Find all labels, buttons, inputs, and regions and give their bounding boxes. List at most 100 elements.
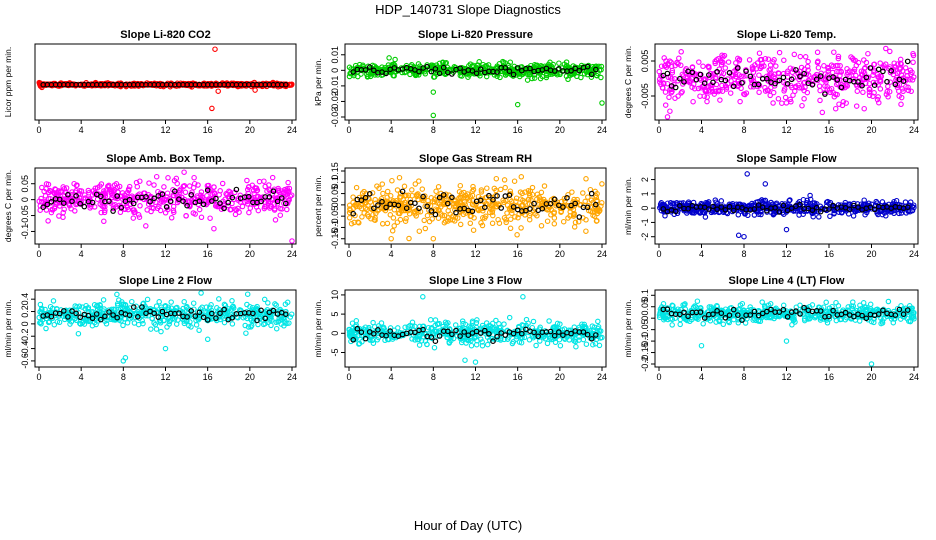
data-point — [229, 321, 236, 327]
x-tick-label: 12 — [781, 249, 791, 259]
data-point — [126, 183, 133, 190]
panel-box_temp: Slope Amb. Box Temp.degrees C per min.0 4… — [3, 153, 297, 259]
data-point — [897, 60, 904, 67]
data-point — [708, 73, 715, 79]
data-point — [191, 174, 197, 181]
data-point — [265, 300, 271, 306]
data-point — [544, 340, 551, 347]
panel-title: Slope Sample Flow — [736, 153, 837, 165]
data-point — [392, 56, 398, 63]
data-point — [416, 342, 423, 348]
x-tick-label: 4 — [79, 125, 84, 135]
y-tick-label: 0 — [330, 68, 340, 73]
data-point — [595, 318, 601, 325]
data-point — [43, 207, 50, 213]
panel-title: Slope Li-820 Temp. — [737, 29, 836, 41]
data-point — [269, 191, 276, 197]
data-point — [389, 228, 396, 234]
data-point — [144, 207, 150, 213]
data-point — [198, 189, 205, 195]
data-point — [43, 325, 49, 332]
outlier-point — [244, 291, 251, 297]
data-point — [511, 178, 518, 184]
data-point — [42, 193, 49, 199]
data-point — [732, 73, 739, 80]
data-point — [60, 209, 66, 216]
outlier-point — [744, 171, 750, 177]
data-point — [662, 89, 669, 95]
data-point — [384, 220, 391, 227]
panel-title: Slope Amb. Box Temp. — [106, 153, 225, 165]
mean-point — [457, 65, 463, 72]
data-point — [908, 71, 914, 78]
data-point — [822, 71, 828, 77]
mean-point — [859, 82, 865, 89]
data-point — [704, 98, 710, 105]
y-axis-label: percent per min. — [313, 175, 323, 236]
data-point — [727, 90, 734, 96]
x-tick-label: 12 — [781, 125, 791, 135]
data-point — [840, 99, 847, 105]
data-point — [181, 169, 187, 175]
data-point — [507, 225, 514, 232]
mean-point — [863, 74, 870, 81]
panel-licor_temp: Slope Li-820 Temp.degrees C per min.0 4 8 1… — [623, 29, 919, 135]
data-point — [705, 83, 712, 90]
data-point — [742, 91, 748, 98]
data-point — [87, 205, 93, 211]
data-point — [885, 83, 891, 90]
mean-point — [428, 68, 435, 75]
data-point — [707, 89, 713, 95]
mean-point — [424, 63, 431, 70]
data-point — [899, 68, 906, 74]
data-point — [850, 213, 857, 219]
panel-title: Slope Gas Stream RH — [419, 153, 532, 165]
data-point — [431, 344, 438, 351]
x-tick-label: 0 — [346, 372, 351, 382]
outlier-point — [388, 235, 394, 242]
data-point — [569, 70, 576, 77]
outlier-point — [209, 105, 215, 112]
data-point — [797, 53, 804, 60]
mean-point — [469, 68, 476, 74]
data-point — [412, 181, 419, 187]
data-point — [37, 203, 44, 209]
mean-point — [56, 196, 63, 203]
y-axis-label: ml/min per min. — [623, 299, 633, 357]
y-tick-label: 0 — [20, 197, 30, 202]
data-point — [489, 220, 496, 227]
data-point — [76, 188, 83, 194]
data-point — [421, 217, 427, 224]
data-point — [735, 212, 742, 218]
mean-point — [576, 67, 583, 74]
data-point — [826, 87, 833, 93]
x-tick-label: 12 — [160, 372, 170, 382]
data-point — [131, 320, 138, 326]
x-tick-label: 20 — [555, 249, 565, 259]
mean-point — [110, 208, 116, 214]
y-tick-label: 0.01 — [330, 46, 340, 64]
data-point — [261, 204, 268, 210]
x-tick-label: 12 — [470, 249, 480, 259]
figure-title: HDP_140731 Slope Diagnostics — [375, 2, 561, 17]
data-point — [467, 220, 474, 227]
data-point — [129, 298, 135, 305]
x-tick-label: 16 — [513, 249, 523, 259]
data-point — [243, 330, 249, 336]
x-tick-label: 0 — [36, 249, 41, 259]
data-point — [791, 51, 798, 58]
data-point — [712, 88, 719, 95]
mean-point — [689, 69, 696, 76]
outlier-point — [514, 101, 521, 108]
data-point — [817, 97, 823, 104]
data-point — [528, 62, 534, 69]
data-point — [422, 71, 429, 77]
y-tick-label: -0.05 — [330, 206, 340, 227]
y-tick-label: 10 — [330, 290, 340, 300]
data-point — [239, 203, 246, 210]
data-point — [757, 57, 764, 63]
data-point — [214, 203, 221, 210]
data-point — [195, 182, 201, 188]
data-point — [281, 200, 287, 207]
mean-point — [568, 68, 574, 74]
